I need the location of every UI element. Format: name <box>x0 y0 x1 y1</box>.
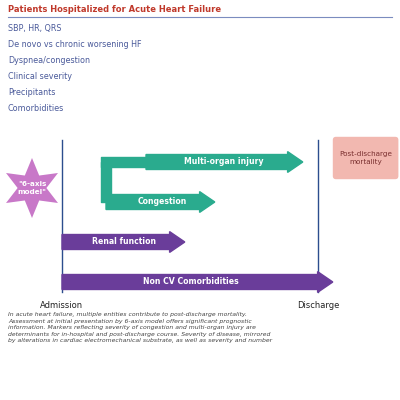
Text: Post-discharge
mortality: Post-discharge mortality <box>339 151 392 165</box>
Text: Renal function: Renal function <box>92 238 156 246</box>
FancyArrow shape <box>62 272 333 292</box>
Text: "6-axis
model": "6-axis model" <box>18 181 46 195</box>
Text: Multi-organ injury: Multi-organ injury <box>184 158 263 166</box>
Text: Patients Hospitalized for Acute Heart Failure: Patients Hospitalized for Acute Heart Fa… <box>8 5 221 14</box>
Text: Comorbidities: Comorbidities <box>8 104 64 113</box>
Text: Clinical severity: Clinical severity <box>8 72 72 81</box>
Polygon shape <box>6 158 58 218</box>
Text: Congestion: Congestion <box>137 198 186 206</box>
FancyArrow shape <box>146 152 303 172</box>
Text: Non CV Comorbidities: Non CV Comorbidities <box>143 278 238 286</box>
Text: SBP, HR, QRS: SBP, HR, QRS <box>8 24 62 33</box>
Text: Discharge: Discharge <box>297 301 339 310</box>
Text: De novo vs chronic worsening HF: De novo vs chronic worsening HF <box>8 40 142 49</box>
Text: In acute heart failure, multiple entities contribute to post-discharge mortality: In acute heart failure, multiple entitie… <box>8 312 272 343</box>
FancyArrow shape <box>106 192 215 212</box>
Text: Precipitants: Precipitants <box>8 88 55 97</box>
Text: Dyspnea/congestion: Dyspnea/congestion <box>8 56 90 65</box>
FancyBboxPatch shape <box>333 137 398 179</box>
Text: Admission: Admission <box>40 301 84 310</box>
FancyArrow shape <box>62 232 185 252</box>
